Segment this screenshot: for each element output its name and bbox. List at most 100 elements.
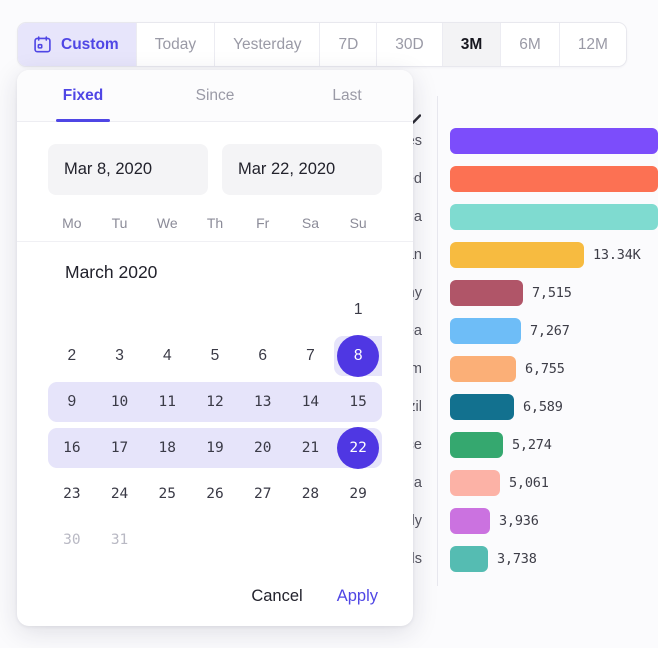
range-button-today[interactable]: Today <box>136 23 216 66</box>
calendar-day-7[interactable]: 7 <box>287 333 335 379</box>
calendar-day-20[interactable]: 20 <box>238 425 287 471</box>
calendar-day-16[interactable]: 16 <box>48 425 96 471</box>
range-button-label: 12M <box>577 35 608 53</box>
chart-bar[interactable] <box>450 470 500 496</box>
calendar-day-6[interactable]: 6 <box>239 333 287 379</box>
calendar-day-label: 27 <box>253 486 272 502</box>
calendar-day-empty <box>334 517 382 563</box>
chart-bar-area: 5,061 <box>450 470 658 496</box>
chart-bar[interactable] <box>450 128 658 154</box>
chart-bar[interactable] <box>450 166 658 192</box>
chart-bar-row: es <box>0 122 658 160</box>
chart-bar[interactable] <box>450 204 658 230</box>
calendar-day-label: 22 <box>337 427 380 469</box>
calendar-day-14[interactable]: 14 <box>286 379 335 425</box>
range-button-label: 6M <box>519 35 541 53</box>
calendar-day-21[interactable]: 21 <box>286 425 335 471</box>
range-button-custom[interactable]: Custom <box>18 23 137 66</box>
picker-tab-since[interactable]: Since <box>195 86 235 104</box>
calendar-day-29[interactable]: 29 <box>334 471 382 517</box>
picker-tab-last[interactable]: Last <box>332 86 362 104</box>
weekday-su: Su <box>349 215 367 231</box>
end-date-input[interactable]: Mar 22, 2020 <box>222 144 382 195</box>
calendar-day-26[interactable]: 26 <box>191 471 239 517</box>
chart-bar[interactable] <box>450 356 516 382</box>
range-button-6m[interactable]: 6M <box>501 23 560 66</box>
calendar-day-25[interactable]: 25 <box>143 471 191 517</box>
date-range-segmented-control[interactable]: Custom Today Yesterday 7D 30D 3M 6M 12M <box>17 22 627 67</box>
weekday-we: We <box>156 215 178 231</box>
picker-mode-tabs[interactable]: Fixed Since Last <box>17 70 413 122</box>
calendar-day-label: 16 <box>63 440 81 456</box>
calendar-day-24[interactable]: 24 <box>96 471 144 517</box>
chart-bar-area: 6,755 <box>450 356 658 382</box>
calendar-day-19[interactable]: 19 <box>191 425 239 471</box>
calendar-day-label: 14 <box>301 394 320 410</box>
calendar-day-5[interactable]: 5 <box>191 333 239 379</box>
calendar-day-1[interactable]: 1 <box>334 287 382 333</box>
calendar-day-10[interactable]: 10 <box>95 379 144 425</box>
chart-bar[interactable] <box>450 242 584 268</box>
range-button-label: Today <box>154 35 197 53</box>
calendar-day-empty <box>143 287 191 333</box>
calendar-day-28[interactable]: 28 <box>287 471 335 517</box>
chart-bar[interactable] <box>450 280 523 306</box>
calendar-day-empty <box>287 287 335 333</box>
chart-bar[interactable] <box>450 546 488 572</box>
calendar-day-label: 30 <box>63 532 81 548</box>
picker-tab-fixed[interactable]: Fixed <box>17 70 149 121</box>
calendar-day-empty <box>191 287 239 333</box>
date-picker-popover: Fixed Since Last Mar 8, 2020 Mar 22, 2020 … <box>17 70 413 626</box>
calendar-day-17[interactable]: 17 <box>95 425 144 471</box>
calendar-day-label: 1 <box>353 301 363 318</box>
chart-bar-area: 3,738 <box>450 546 658 572</box>
calendar-day-31[interactable]: 31 <box>96 517 144 563</box>
calendar-day-label: 24 <box>110 486 129 502</box>
calendar-day-15[interactable]: 15 <box>334 379 382 425</box>
range-button-yesterday[interactable]: Yesterday <box>215 23 321 66</box>
calendar-day-label: 21 <box>301 440 320 456</box>
range-button-label: 3M <box>460 35 483 53</box>
chart-bar[interactable] <box>450 432 503 458</box>
range-button-30d[interactable]: 30D <box>377 23 443 66</box>
calendar-day-label: 28 <box>301 486 320 502</box>
start-date-input[interactable]: Mar 8, 2020 <box>48 144 208 195</box>
range-button-label: Custom <box>61 35 119 53</box>
calendar-day-label: 9 <box>67 393 77 410</box>
chart-value-label: 3,936 <box>499 513 539 529</box>
month-title: March 2020 <box>65 262 158 282</box>
calendar-day-label: 31 <box>110 532 129 548</box>
calendar-day-11[interactable]: 11 <box>143 379 191 425</box>
calendar-day-27[interactable]: 27 <box>239 471 287 517</box>
calendar-day-30[interactable]: 30 <box>48 517 96 563</box>
calendar-day-8[interactable]: 8 <box>334 333 382 379</box>
calendar-day-empty <box>143 517 191 563</box>
range-button-label: 30D <box>395 35 424 53</box>
weekday-th: Th <box>206 215 224 231</box>
calendar-day-2[interactable]: 2 <box>48 333 96 379</box>
chart-bar[interactable] <box>450 508 490 534</box>
calendar-day-3[interactable]: 3 <box>96 333 144 379</box>
chart-bar-row: ce 5,274 <box>0 426 658 464</box>
range-button-label: Yesterday <box>233 35 302 53</box>
calendar-day-22[interactable]: 22 <box>334 425 382 471</box>
range-button-7d[interactable]: 7D <box>320 23 378 66</box>
chart-bar[interactable] <box>450 318 521 344</box>
calendar-day-13[interactable]: 13 <box>238 379 287 425</box>
calendar-day-9[interactable]: 9 <box>48 379 96 425</box>
calendar-day-label: 25 <box>158 486 177 502</box>
range-button-12m[interactable]: 12M <box>559 23 626 66</box>
calendar-day-label: 18 <box>158 440 177 456</box>
weekday-tu: Tu <box>111 215 128 231</box>
calendar-day-23[interactable]: 23 <box>48 471 96 517</box>
calendar-day-12[interactable]: 12 <box>191 379 239 425</box>
range-button-3m[interactable]: 3M <box>442 23 502 66</box>
calendar-day-18[interactable]: 18 <box>143 425 191 471</box>
calendar-day-4[interactable]: 4 <box>143 333 191 379</box>
cancel-button[interactable]: Cancel <box>251 586 303 605</box>
calendar-day-grid[interactable]: 1 2 3 4 5 6 7 8 9 10 11 12 13 14 15 16 17 18 19 20 21 22 23 24 2… <box>17 283 413 563</box>
chart-bar-row: m 6,755 <box>0 350 658 388</box>
apply-button[interactable]: Apply <box>336 586 378 605</box>
chart-bar[interactable] <box>450 394 514 420</box>
